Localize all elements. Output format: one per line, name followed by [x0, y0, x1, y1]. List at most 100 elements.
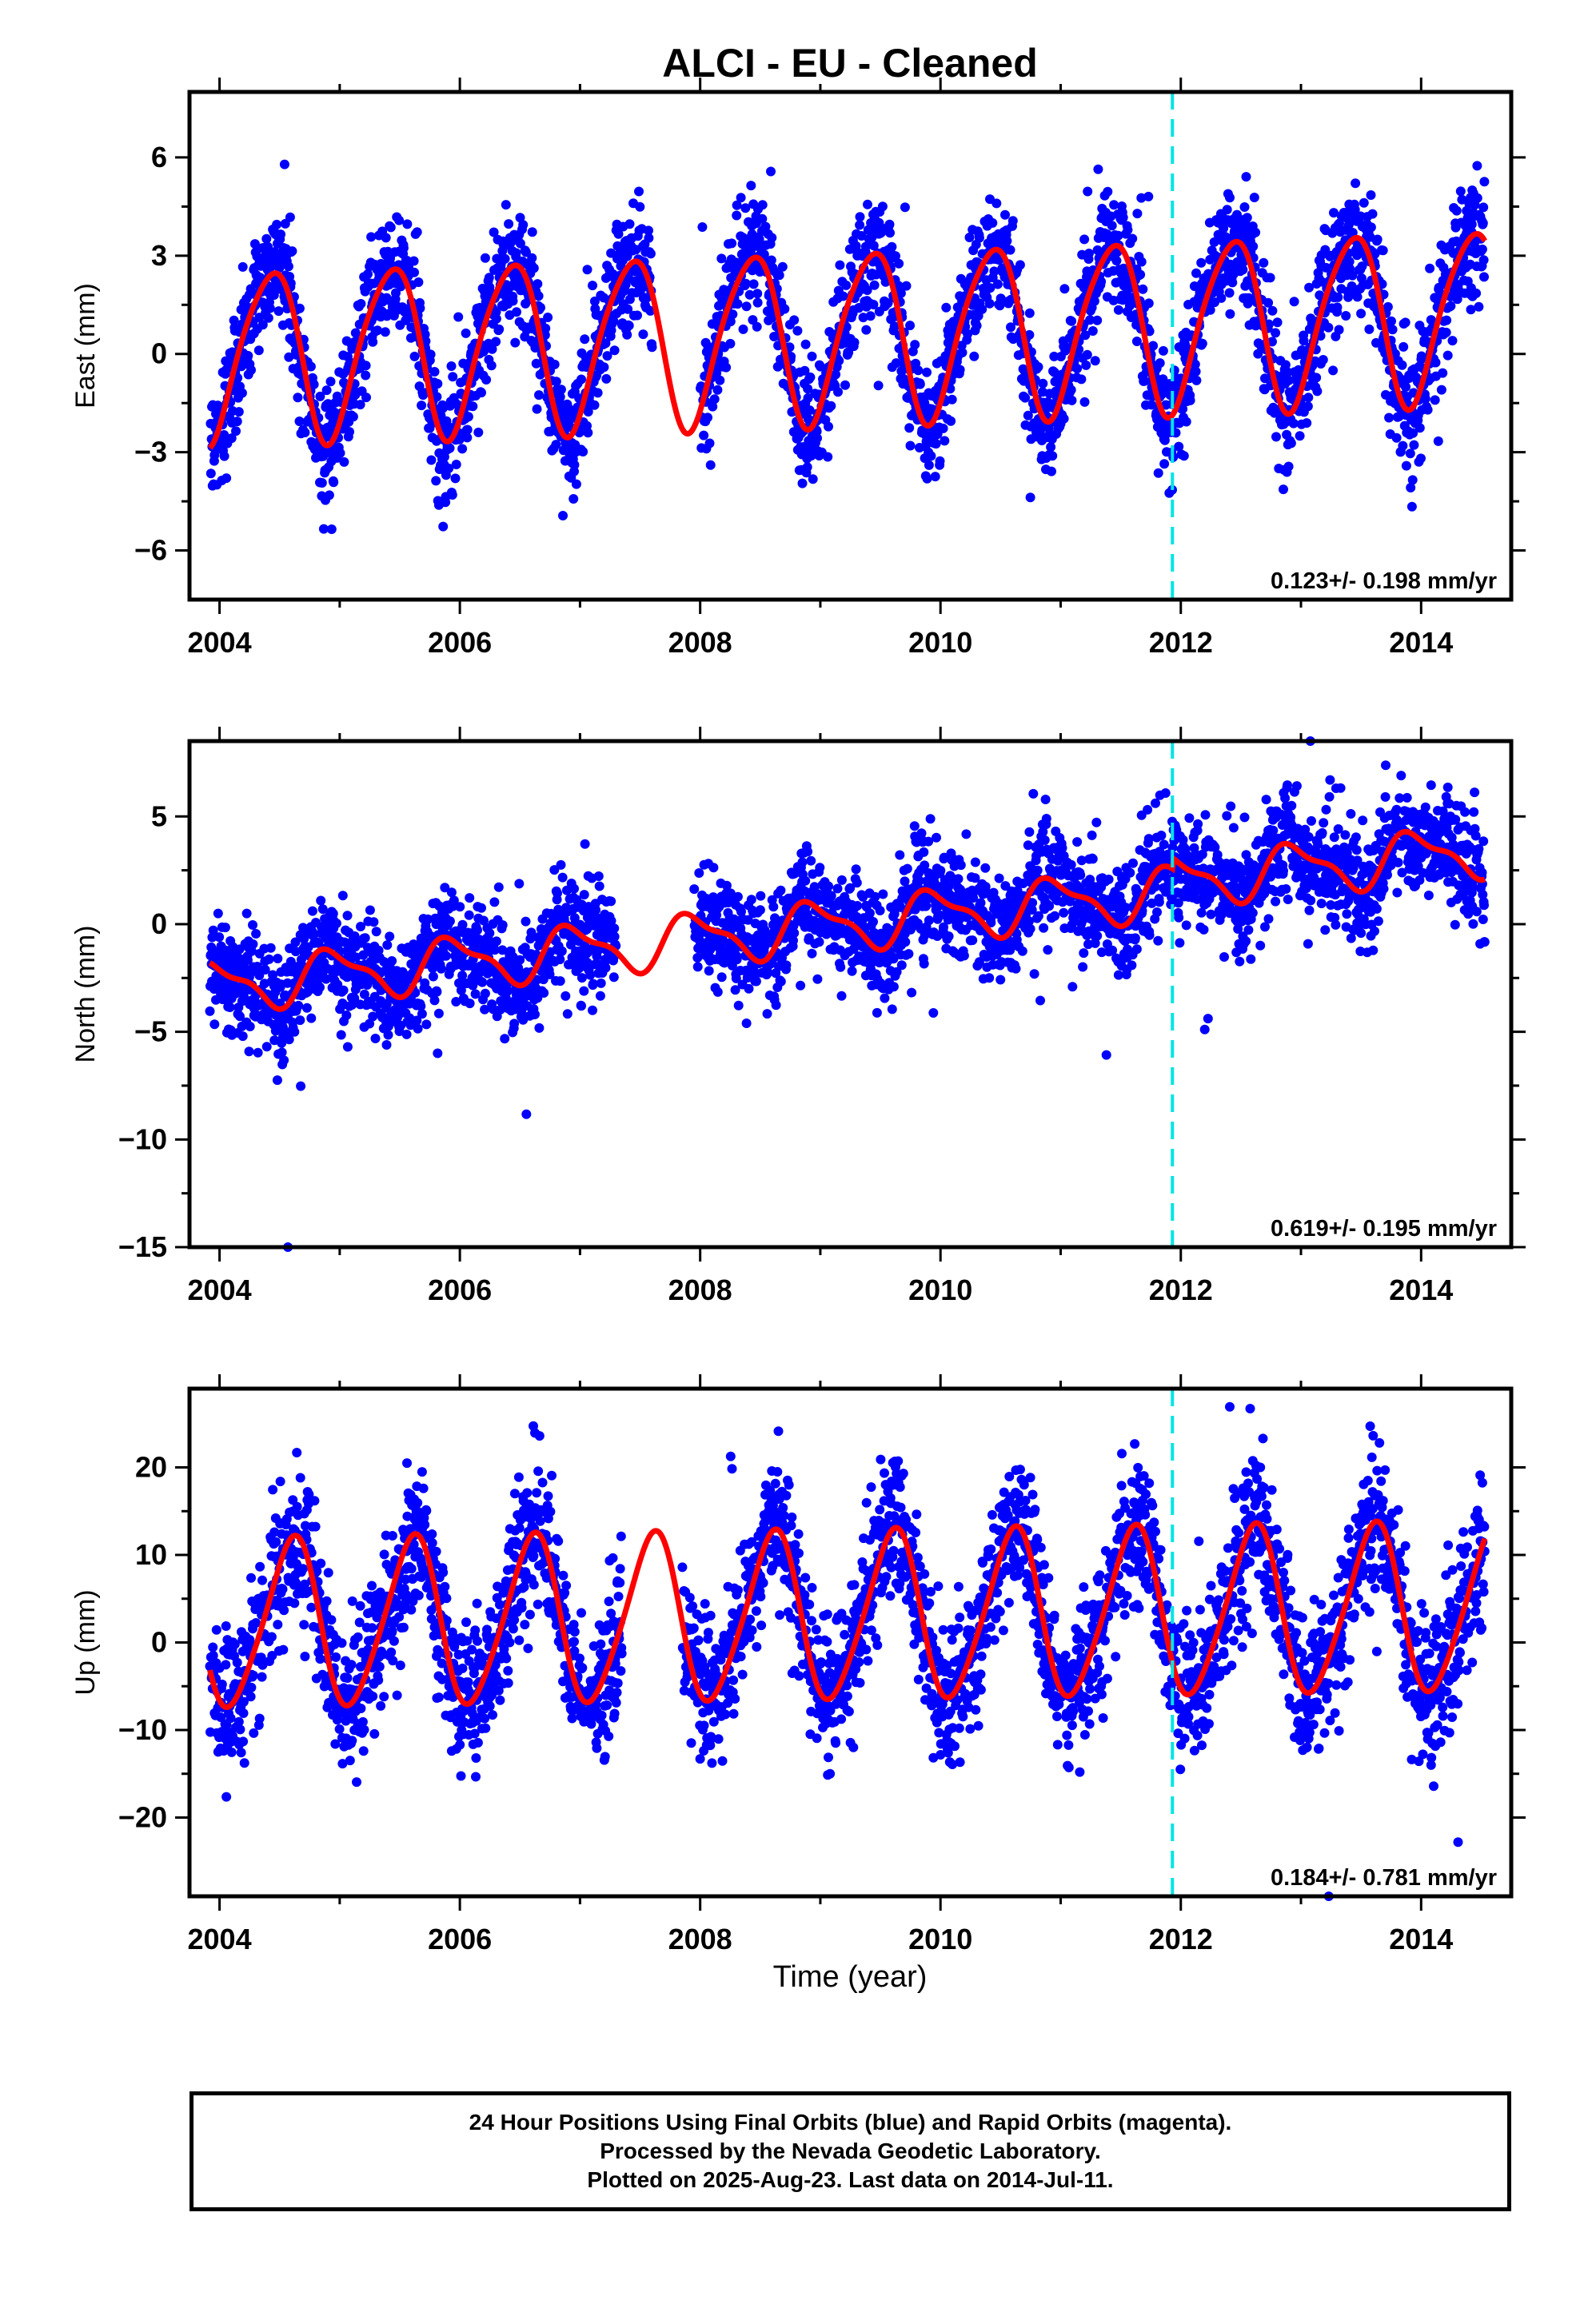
north-data-point: [205, 1007, 215, 1016]
east-data-point: [361, 393, 371, 402]
east-data-point: [1471, 289, 1481, 298]
east-data-point: [468, 401, 477, 411]
east-data-point: [481, 375, 491, 385]
east-data-point: [1398, 361, 1407, 370]
east-data-point: [1123, 225, 1132, 235]
east-data-point: [243, 351, 253, 361]
east-data-point: [448, 490, 457, 500]
east-data-point: [703, 413, 712, 422]
east-data-point: [1186, 396, 1195, 405]
east-data-point: [1456, 186, 1466, 196]
north-data-point: [434, 1009, 444, 1018]
north-data-point: [806, 856, 816, 866]
north-data-point: [595, 882, 604, 891]
east-data-point: [634, 187, 644, 197]
north-data-point: [744, 984, 754, 994]
north-data-point: [694, 868, 704, 878]
east-data-point: [272, 220, 281, 229]
north-data-point: [245, 1022, 255, 1031]
east-data-point: [856, 212, 865, 221]
east-data-point: [345, 427, 354, 436]
north-data-point: [689, 884, 699, 894]
east-data-point: [413, 227, 422, 237]
north-data-point: [796, 981, 805, 991]
east-data-point: [1367, 222, 1376, 232]
east-data-point: [361, 361, 371, 370]
east-data-point: [457, 444, 467, 453]
east-data-point: [635, 202, 644, 212]
east-data-point: [1384, 413, 1394, 423]
east-data-point: [941, 303, 951, 313]
east-data-point: [1084, 249, 1094, 258]
east-data-point: [487, 361, 497, 370]
east-data-point: [1111, 256, 1121, 265]
east-data-point: [1006, 245, 1015, 255]
east-data-point: [339, 457, 349, 467]
east-data-point: [1107, 221, 1117, 230]
east-data-point: [491, 337, 501, 346]
north-data-point: [273, 954, 282, 963]
north-data-point: [339, 986, 349, 995]
east-data-point: [381, 233, 391, 242]
east-data-point: [1225, 193, 1235, 202]
east-data-point: [823, 452, 832, 462]
east-x-tick-label: 2014: [1389, 626, 1453, 659]
north-data-point: [433, 1049, 442, 1058]
east-data-point: [1402, 461, 1411, 471]
east-data-point: [1067, 317, 1076, 326]
east-data-point: [905, 321, 915, 330]
east-data-point: [1159, 459, 1169, 468]
north-data-point: [837, 991, 847, 1001]
east-data-point: [452, 460, 461, 469]
east-data-point: [1442, 328, 1451, 337]
east-data-point: [326, 377, 336, 386]
east-data-point: [727, 238, 736, 248]
north-data-point: [437, 964, 446, 974]
east-data-point: [625, 219, 635, 229]
east-data-point: [509, 297, 518, 306]
east-data-point: [590, 401, 600, 410]
east-data-point: [1138, 285, 1147, 294]
east-data-point: [306, 362, 316, 372]
east-data-point: [1179, 451, 1189, 460]
east-data-point: [448, 372, 457, 381]
east-data-point: [276, 229, 285, 239]
east-data-point: [1002, 236, 1011, 245]
east-data-point: [752, 322, 762, 332]
east-data-point: [461, 329, 471, 338]
east-dots: [205, 160, 1489, 534]
east-data-point: [1154, 468, 1163, 478]
east-data-point: [1478, 218, 1488, 228]
east-data-point: [285, 213, 295, 222]
east-data-point: [792, 326, 802, 336]
east-data-point: [1333, 293, 1343, 302]
east-data-point: [780, 305, 789, 314]
east-data-point: [322, 385, 332, 395]
east-data-point: [1248, 241, 1258, 251]
east-data-point: [1273, 317, 1283, 327]
east-data-point: [518, 220, 528, 229]
east-x-tick-label: 2004: [188, 626, 252, 659]
east-data-point: [1312, 386, 1322, 396]
north-data-point: [756, 905, 765, 915]
north-data-point: [733, 892, 743, 902]
east-data-point: [1225, 309, 1235, 319]
north-data-point: [553, 888, 562, 898]
north-data-point: [289, 1027, 299, 1037]
east-data-point: [1474, 302, 1483, 312]
east-data-point: [264, 313, 273, 323]
north-data-point: [848, 967, 857, 976]
east-data-point: [336, 448, 345, 458]
north-data-point: [273, 1075, 282, 1085]
north-data-point: [581, 839, 590, 849]
east-data-point: [1279, 484, 1288, 494]
north-data-point: [447, 887, 457, 897]
north-data-point: [852, 878, 862, 887]
east-data-point: [874, 381, 884, 390]
east-data-point: [1284, 462, 1294, 472]
east-data-point: [1267, 306, 1277, 316]
east-data-point: [923, 474, 932, 484]
east-data-point: [706, 460, 716, 470]
north-data-point: [768, 902, 778, 911]
east-data-point: [969, 352, 979, 361]
